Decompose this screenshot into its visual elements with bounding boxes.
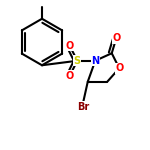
Text: O: O	[66, 71, 74, 81]
Text: N: N	[91, 56, 99, 66]
Text: S: S	[74, 56, 81, 66]
Text: Br: Br	[77, 102, 89, 111]
Text: O: O	[66, 41, 74, 51]
Text: O: O	[112, 33, 120, 43]
Text: O: O	[115, 63, 123, 73]
